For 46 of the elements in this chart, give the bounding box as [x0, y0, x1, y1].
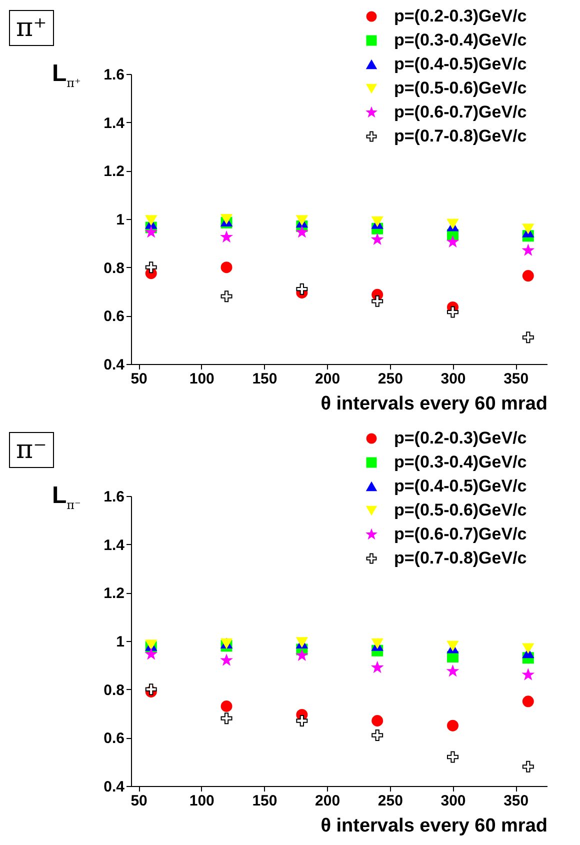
y-tick-label: 1.4: [104, 536, 126, 554]
x-tick-label: 100: [189, 792, 214, 810]
x-tick-label: 200: [315, 792, 340, 810]
legend-label: p=(0.4-0.5)GeV/c: [394, 54, 527, 74]
x-axis-title: θ intervals every 60 mrad: [320, 816, 548, 836]
y-axis-title: L$_{π⁻}$: [52, 482, 81, 512]
legend-label: p=(0.3-0.4)GeV/c: [394, 30, 527, 50]
x-tick-label: 300: [440, 370, 466, 388]
legend-label: p=(0.6-0.7)GeV/c: [394, 524, 527, 544]
y-tick-label: 1.2: [104, 585, 124, 602]
x-tick-label: 100: [189, 370, 214, 388]
legend-label: p=(0.3-0.4)GeV/c: [394, 452, 527, 472]
x-tick-label: 300: [440, 792, 466, 810]
y-tick-label: 1.6: [104, 488, 124, 506]
y-tick-label: 0.8: [104, 260, 124, 277]
x-tick-label: 150: [252, 792, 278, 810]
y-tick-label: 1: [116, 212, 124, 228]
legend-label: p=(0.5-0.6)GeV/c: [394, 500, 527, 520]
y-tick-label: 1: [116, 634, 124, 650]
y-tick-label: 0.8: [104, 682, 124, 699]
y-tick-label: 1.2: [104, 163, 124, 180]
chart-title: π⁻: [9, 432, 54, 468]
legend-label: p=(0.6-0.7)GeV/c: [394, 102, 527, 122]
y-tick-label: 0.6: [104, 308, 124, 326]
x-tick-label: 250: [378, 370, 403, 388]
legend-label: p=(0.7-0.8)GeV/c: [394, 548, 527, 568]
y-tick-label: 0.6: [104, 730, 124, 748]
legend-label: p=(0.5-0.6)GeV/c: [394, 78, 527, 98]
y-tick-label: 1.6: [104, 66, 124, 84]
x-tick-label: 200: [315, 370, 340, 388]
y-tick-label: 0.4: [104, 778, 126, 796]
x-tick-label: 350: [504, 370, 529, 388]
x-tick-label: 50: [130, 792, 148, 810]
x-tick-label: 350: [504, 792, 529, 810]
x-tick-label: 150: [252, 370, 278, 388]
x-tick-label: 50: [130, 370, 148, 388]
x-axis-title: θ intervals every 60 mrad: [320, 394, 548, 414]
legend-label: p=(0.7-0.8)GeV/c: [394, 126, 527, 146]
x-tick-label: 250: [378, 792, 403, 810]
legend-label: p=(0.2-0.3)GeV/c: [394, 428, 527, 448]
y-tick-label: 0.4: [104, 356, 126, 374]
chart-title: π⁺: [9, 10, 54, 46]
y-axis-title: L$_{π⁺}$: [52, 60, 81, 90]
y-tick-label: 1.4: [104, 114, 126, 132]
legend-label: p=(0.4-0.5)GeV/c: [394, 476, 527, 496]
legend-label: p=(0.2-0.3)GeV/c: [394, 6, 527, 26]
